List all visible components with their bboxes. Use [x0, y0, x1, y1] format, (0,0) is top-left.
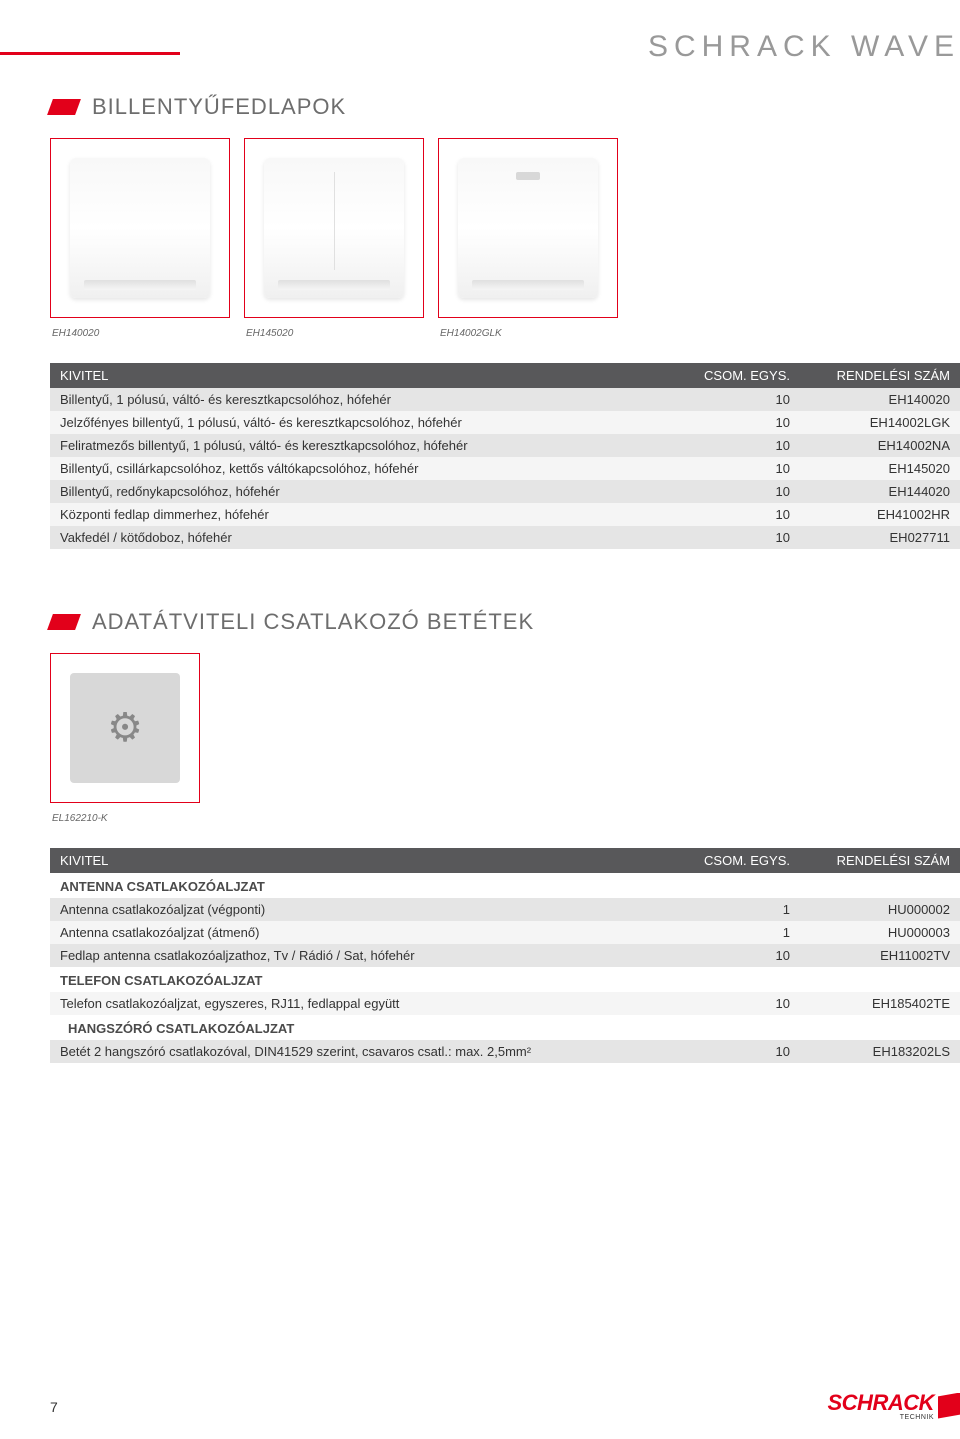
col-csom: CSOM. EGYS. [690, 848, 800, 873]
product-image-4 [50, 653, 200, 803]
caption-1: EH140020 [50, 328, 230, 339]
table-row: Feliratmezős billentyű, 1 pólusú, váltó-… [50, 434, 960, 457]
cell-code: EH140020 [800, 388, 960, 411]
brand-logo: SCHRACK TECHNIK [828, 1390, 960, 1421]
cell-qty: 10 [690, 457, 800, 480]
page-number: 7 [50, 1399, 58, 1415]
table-row: Fedlap antenna csatlakozóaljzathoz, Tv /… [50, 944, 960, 967]
cell-code: EH14002NA [800, 434, 960, 457]
logo-text: SCHRACK [828, 1390, 935, 1416]
caption-4: EL162210-K [50, 813, 200, 824]
section1-header: BILLENTYŰFEDLAPOK [50, 94, 960, 120]
cell-code: EH183202LS [800, 1040, 960, 1063]
cell-qty: 10 [690, 944, 800, 967]
cell-qty: 10 [690, 503, 800, 526]
section1-table: KIVITEL CSOM. EGYS. RENDELÉSI SZÁM Bille… [50, 363, 960, 549]
table-row: TELEFON CSATLAKOZÓALJZAT [50, 967, 960, 992]
col-kivitel: KIVITEL [50, 848, 690, 873]
subheader-cell: HANGSZÓRÓ CSATLAKOZÓALJZAT [50, 1015, 960, 1040]
cell-desc: Vakfedél / kötődoboz, hófehér [50, 526, 690, 549]
cell-code: EH11002TV [800, 944, 960, 967]
red-marker-icon [47, 99, 81, 115]
cell-desc: Központi fedlap dimmerhez, hófehér [50, 503, 690, 526]
section1-title: BILLENTYŰFEDLAPOK [92, 94, 346, 120]
table-row: Vakfedél / kötődoboz, hófehér10EH027711 [50, 526, 960, 549]
caption-3: EH14002GLK [438, 328, 618, 339]
red-marker-icon [47, 614, 81, 630]
cell-desc: Billentyű, csillárkapcsolóhoz, kettős vá… [50, 457, 690, 480]
cell-code: EH185402TE [800, 992, 960, 1015]
cell-qty: 10 [690, 411, 800, 434]
cell-desc: Antenna csatlakozóaljzat (átmenő) [50, 921, 690, 944]
col-rend: RENDELÉSI SZÁM [800, 363, 960, 388]
cell-code: EH027711 [800, 526, 960, 549]
section2-title: ADATÁTVITELI CSATLAKOZÓ BETÉTEK [92, 609, 534, 635]
cell-qty: 10 [690, 526, 800, 549]
table-row: Antenna csatlakozóaljzat (átmenő)1HU0000… [50, 921, 960, 944]
section1-captions: EH140020 EH145020 EH14002GLK [50, 328, 960, 339]
brand-title: SCHRACK WAVE [50, 30, 960, 64]
table-row: Jelzőfényes billentyű, 1 pólusú, váltó- … [50, 411, 960, 434]
table-row: Billentyű, 1 pólusú, váltó- és keresztka… [50, 388, 960, 411]
product-image-3 [438, 138, 618, 318]
cell-qty: 1 [690, 898, 800, 921]
cell-qty: 1 [690, 921, 800, 944]
cell-desc: Telefon csatlakozóaljzat, egyszeres, RJ1… [50, 992, 690, 1015]
product-image-1 [50, 138, 230, 318]
cell-desc: Jelzőfényes billentyű, 1 pólusú, váltó- … [50, 411, 690, 434]
cell-qty: 10 [690, 434, 800, 457]
cell-code: HU000002 [800, 898, 960, 921]
section2-table: KIVITEL CSOM. EGYS. RENDELÉSI SZÁM ANTEN… [50, 848, 960, 1063]
caption-2: EH145020 [244, 328, 424, 339]
product-image-2 [244, 138, 424, 318]
table-row: Billentyű, redőnykapcsolóhoz, hófehér10E… [50, 480, 960, 503]
cell-desc: Feliratmezős billentyű, 1 pólusú, váltó-… [50, 434, 690, 457]
cell-desc: Betét 2 hangszóró csatlakozóval, DIN4152… [50, 1040, 690, 1063]
cell-code: EH145020 [800, 457, 960, 480]
cell-qty: 10 [690, 388, 800, 411]
section2-captions: EL162210-K [50, 813, 960, 824]
cell-code: HU000003 [800, 921, 960, 944]
subheader-cell: TELEFON CSATLAKOZÓALJZAT [50, 967, 960, 992]
cell-desc: Billentyű, 1 pólusú, váltó- és keresztka… [50, 388, 690, 411]
col-kivitel: KIVITEL [50, 363, 690, 388]
cell-desc: Fedlap antenna csatlakozóaljzathoz, Tv /… [50, 944, 690, 967]
cell-qty: 10 [690, 1040, 800, 1063]
table-row: Telefon csatlakozóaljzat, egyszeres, RJ1… [50, 992, 960, 1015]
cell-code: EH144020 [800, 480, 960, 503]
section2-images [50, 653, 960, 803]
cell-desc: Billentyű, redőnykapcsolóhoz, hófehér [50, 480, 690, 503]
col-rend: RENDELÉSI SZÁM [800, 848, 960, 873]
table-row: HANGSZÓRÓ CSATLAKOZÓALJZAT [50, 1015, 960, 1040]
cell-qty: 10 [690, 480, 800, 503]
cell-qty: 10 [690, 992, 800, 1015]
top-divider [0, 52, 180, 55]
logo-mark-icon [938, 1393, 960, 1419]
table-row: Központi fedlap dimmerhez, hófehér10EH41… [50, 503, 960, 526]
col-csom: CSOM. EGYS. [690, 363, 800, 388]
cell-desc: Antenna csatlakozóaljzat (végponti) [50, 898, 690, 921]
table-row: Billentyű, csillárkapcsolóhoz, kettős vá… [50, 457, 960, 480]
subheader-cell: ANTENNA CSATLAKOZÓALJZAT [50, 873, 960, 898]
table-row: Betét 2 hangszóró csatlakozóval, DIN4152… [50, 1040, 960, 1063]
section2-header: ADATÁTVITELI CSATLAKOZÓ BETÉTEK [50, 609, 960, 635]
cell-code: EH14002LGK [800, 411, 960, 434]
table-row: ANTENNA CSATLAKOZÓALJZAT [50, 873, 960, 898]
section1-images [50, 138, 960, 318]
table-row: Antenna csatlakozóaljzat (végponti)1HU00… [50, 898, 960, 921]
cell-code: EH41002HR [800, 503, 960, 526]
